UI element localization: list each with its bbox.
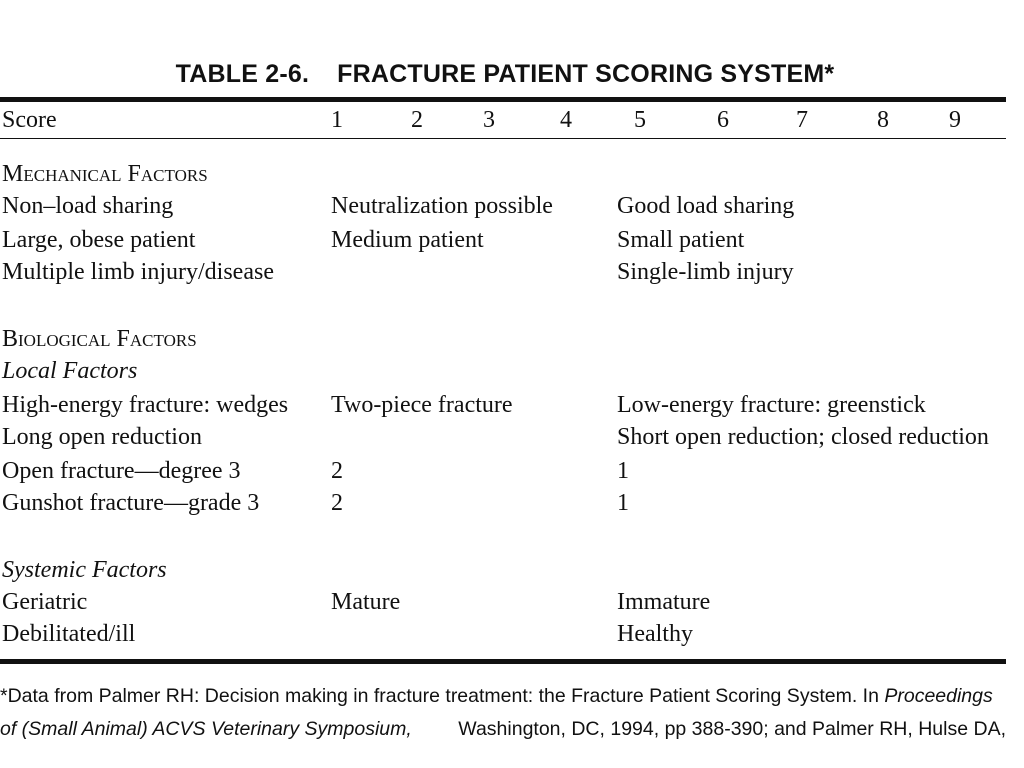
score-4: 4 [560,107,572,133]
top-rule [0,97,1006,102]
row-mid-value: Medium patient [331,227,484,253]
row-mid-value: 2 [331,458,343,484]
row-label: Long open reduction [2,424,202,450]
score-8: 8 [877,107,889,133]
score-header-label: Score [2,107,57,133]
row-mid-value: 2 [331,490,343,516]
row-right-value: Small patient [617,227,745,253]
row-right-value: 1 [617,458,629,484]
score-2: 2 [411,107,423,133]
footnote-line-1: *Data from Palmer RH: Decision making in… [0,680,1008,713]
score-1: 1 [331,107,343,133]
row-mid-value: Neutralization possible [331,193,553,219]
row-mid-value: Mature [331,589,401,615]
footnote-line-2: of (Small Animal) ACVS Veterinary Sympos… [0,713,1006,746]
row-label: Multiple limb injury/disease [2,259,274,285]
table-title-text: FRACTURE PATIENT SCORING SYSTEM* [337,60,835,88]
footnote-text: Washington, DC, 1994, pp 388-390; and Pa… [458,718,1006,740]
footnote-italic: of (Small Animal) ACVS Veterinary Sympos… [0,718,412,740]
score-6: 6 [717,107,729,133]
row-right-value: Single-limb injury [617,259,794,285]
row-label: Large, obese patient [2,227,196,253]
row-right-value: 1 [617,490,629,516]
row-right-value: Immature [617,589,711,615]
systemic-factors-heading: Systemic Factors [2,557,167,583]
score-9: 9 [949,107,961,133]
row-label: Geriatric [2,589,88,615]
table-title: TABLE 2-6. FRACTURE PATIENT SCORING SYSTE… [0,60,1010,89]
bottom-rule [0,659,1006,664]
header-rule [0,138,1006,139]
local-factors-heading: Local Factors [2,358,138,384]
footnote-italic: Proceedings [884,685,993,707]
row-right-value: Healthy [617,621,693,647]
biological-factors-heading: Biological Factors [2,326,197,352]
row-label: Gunshot fracture—grade 3 [2,490,260,516]
row-right-value: Short open reduction; closed reduction [617,424,989,450]
row-right-value: Low-energy fracture: greenstick [617,392,926,418]
row-label: Non–load sharing [2,193,174,219]
score-5: 5 [634,107,646,133]
row-right-value: Good load sharing [617,193,795,219]
footnote: *Data from Palmer RH: Decision making in… [0,680,1008,746]
row-label: High-energy fracture: wedges [2,392,289,418]
row-label: Open fracture—degree 3 [2,458,241,484]
table-number: TABLE 2-6. [175,60,310,88]
mechanical-factors-heading: Mechanical Factors [2,161,208,187]
score-7: 7 [796,107,808,133]
row-mid-value: Two-piece fracture [331,392,513,418]
footnote-text: *Data from Palmer RH: Decision making in… [0,685,885,707]
score-3: 3 [483,107,495,133]
row-label: Debilitated/ill [2,621,136,647]
